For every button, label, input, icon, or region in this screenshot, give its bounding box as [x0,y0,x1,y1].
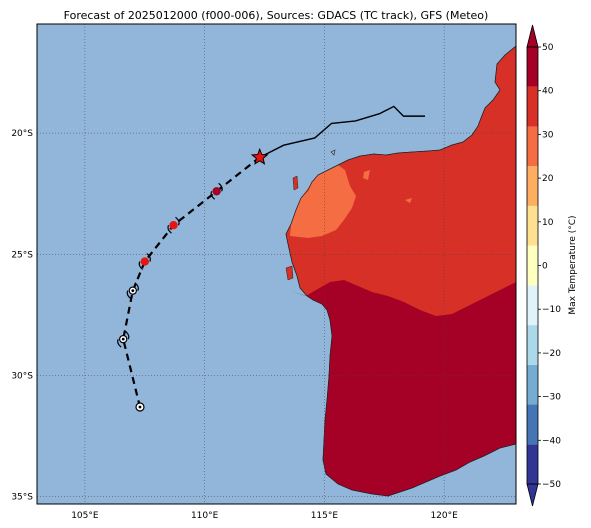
cyclone-arm-bottom [117,338,122,348]
colorbar-tick-label: −20 [542,349,561,359]
coastline [285,45,516,497]
cyclone-center [169,221,178,230]
cyclone-eye [121,337,125,341]
land-zone-20-30-islet [363,170,370,180]
latitude-tick-labels: 20°S 25°S 30°S 35°S [11,129,33,503]
lat-tick-label: 30°S [11,372,33,382]
colorbar-tick-label: 30 [542,130,554,140]
lon-tick-label: 110°E [191,511,219,521]
land-zone-20-30-coastal [290,165,356,238]
colorbar-band-0 [527,444,538,484]
colorbar-tick-label: 0 [542,262,548,272]
map-panel[interactable] [37,24,516,504]
colorbar-tick-label: 10 [542,218,554,228]
cyclone-symbols-layer [117,182,223,412]
land-temperature-field [285,45,516,497]
map-frame [36,23,517,505]
lat-tick-label: 35°S [11,493,33,503]
lat-tick-label: 25°S [11,250,33,260]
small-island-coast [292,175,299,191]
cyclone-symbol-storm [138,253,151,271]
prior-track-layer [259,105,425,158]
lon-tick-label: 120°E [430,511,458,521]
colorbar-tick-label: −40 [542,436,561,446]
cyclone-arm-top [175,216,180,226]
temperature-colorbar: 50 40 30 20 10 0 −10 −20 −30 −40 −50 [526,24,561,507]
colorbar-tick-label: −10 [542,305,561,315]
cyclone-symbol-strong [210,182,223,200]
colorbar-band-1 [527,404,538,445]
cyclone-arm-top [218,182,223,192]
cyclone-symbol-low [135,402,145,412]
small-island-bay [285,265,294,281]
colorbar-band-6 [527,205,538,246]
land-zone-hot-south [292,280,516,496]
current-position-star-icon [250,147,269,165]
cyclone-center [212,187,221,196]
colorbar-tick-label: 20 [542,174,554,184]
longitude-tick-labels: 105°E 110°E 115°E 120°E [71,511,458,521]
cyclone-arm-bottom [210,191,216,200]
cyclone-arm-bottom [167,224,172,234]
colorbar-band-5 [527,245,538,286]
colorbar-band-10 [527,47,538,87]
colorbar-band-4 [527,285,538,326]
prior-track-line [259,105,425,158]
colorbar-tick-label: 50 [542,43,554,53]
land-zone-hot-patch [370,400,378,410]
map-gridlines [37,24,516,504]
land-zone-20-30-patch [405,198,412,203]
colorbar-band-9 [527,86,538,127]
cyclone-center [140,257,149,266]
cyclone-symbol-storm [167,216,180,234]
colorbar-band-3 [527,325,538,365]
colorbar-label: Max Temperature (°C) [568,215,578,314]
cyclone-eye [138,405,142,409]
small-island-north [330,149,336,156]
map-title: Forecast of 2025012000 (f000-006), Sourc… [64,9,489,22]
cyclone-arm-top [124,330,130,340]
cyclone-arm-bottom [126,290,132,300]
colorbar-tick-label: −30 [542,393,561,403]
lat-tick-label: 20°S [11,129,33,139]
cyclone-symbol-depression [117,330,130,348]
cyclone-symbol-depression [126,282,139,300]
lon-tick-label: 115°E [311,511,339,521]
cyclone-eye [131,289,135,293]
colorbar-min-arrow [526,483,539,507]
lon-tick-label: 105°E [71,511,99,521]
colorbar-band-8 [527,126,538,167]
colorbar-tick-label: −50 [542,480,561,490]
colorbar-band-2 [527,364,538,405]
current-position-layer [250,147,269,165]
colorbar-tick-label: 40 [542,87,554,97]
cyclone-arm-bottom [138,261,144,271]
cyclone-arm-top [134,282,139,291]
colorbar-band-7 [527,166,538,206]
colorbar-max-arrow [526,24,539,48]
cyclone-arm-top [146,253,151,262]
